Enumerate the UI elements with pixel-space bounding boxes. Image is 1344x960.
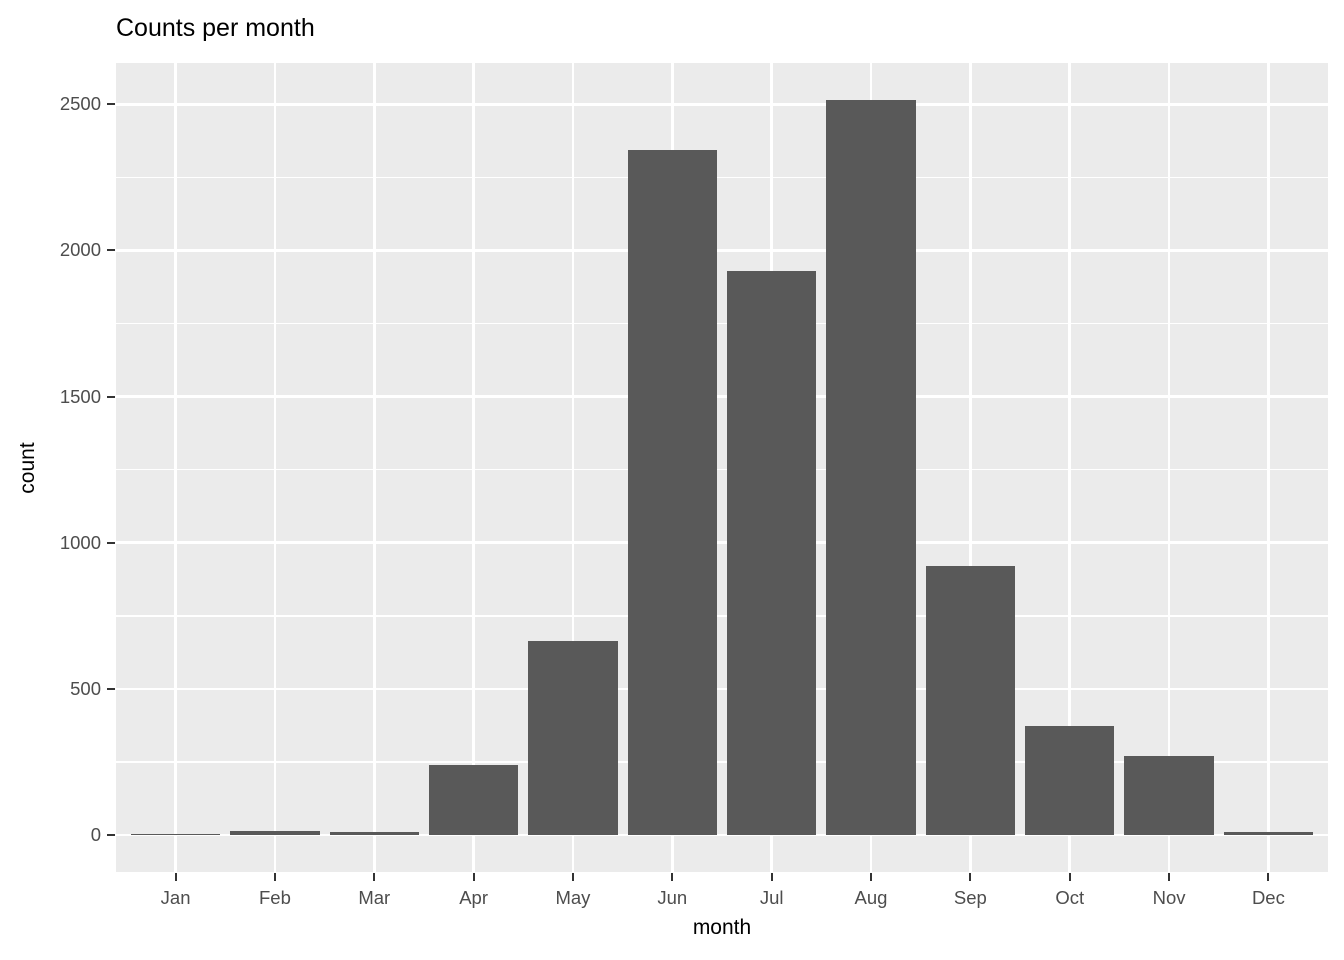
y-gridline-minor: [116, 322, 1328, 325]
x-tick-label: Mar: [358, 887, 391, 908]
y-tick-mark: [107, 103, 115, 106]
x-tick-label: Apr: [459, 887, 489, 908]
x-gridline-major: [1267, 63, 1270, 872]
y-tick-mark: [107, 834, 115, 837]
y-tick-mark: [107, 541, 115, 544]
x-gridline-major: [1167, 63, 1171, 872]
bar-jul: [726, 270, 817, 836]
x-gridline-major: [969, 63, 972, 872]
bar-mar: [329, 832, 419, 836]
bar-oct: [1025, 725, 1115, 836]
y-tick-mark: [107, 249, 115, 252]
x-gridline-major: [273, 63, 277, 872]
x-gridline-major: [174, 63, 177, 872]
x-tick-mark: [174, 873, 177, 881]
x-tick-mark: [1168, 873, 1171, 881]
x-tick-label: Oct: [1055, 887, 1085, 908]
y-tick-mark: [107, 395, 115, 398]
y-gridline-minor: [116, 469, 1328, 471]
x-gridline-major: [372, 63, 376, 872]
bar-may: [528, 640, 618, 836]
y-tick-label: 1500: [59, 385, 101, 407]
x-tick-label: Jan: [160, 887, 191, 908]
chart-title: Counts per month: [116, 14, 315, 42]
bar-sep: [925, 566, 1016, 836]
y-gridline-minor: [116, 176, 1328, 178]
y-gridline-major: [116, 687, 1328, 691]
x-tick-mark: [571, 873, 574, 881]
bar-jan: [130, 833, 221, 836]
bar-dec: [1223, 832, 1314, 836]
bar-feb: [230, 831, 320, 836]
y-axis-title: count: [16, 441, 39, 494]
x-tick-mark: [472, 873, 475, 881]
y-tick-label: 2500: [59, 93, 101, 115]
x-tick-mark: [870, 873, 873, 881]
y-gridline-major: [116, 833, 1328, 837]
y-tick-label: 500: [70, 677, 101, 699]
bar-nov: [1124, 756, 1214, 836]
x-tick-label: Feb: [258, 887, 291, 908]
x-tick-mark: [373, 873, 376, 881]
x-gridline-major: [472, 63, 475, 872]
x-tick-mark: [1068, 873, 1071, 881]
bar-apr: [428, 764, 519, 836]
plot-panel: [116, 63, 1328, 872]
x-tick-mark: [969, 873, 972, 881]
x-tick-mark: [1267, 873, 1270, 881]
x-tick-label: Jul: [759, 887, 784, 908]
y-gridline-major: [116, 541, 1328, 545]
y-gridline-major: [116, 102, 1328, 106]
x-gridline-major: [571, 63, 575, 872]
x-axis-title: month: [692, 916, 752, 939]
y-tick-label: 2000: [59, 239, 101, 261]
y-tick-label: 1000: [59, 531, 101, 553]
y-gridline-minor: [116, 615, 1328, 617]
x-tick-mark: [273, 873, 276, 881]
x-tick-label: Sep: [953, 887, 987, 908]
y-gridline-minor: [116, 761, 1328, 763]
x-tick-label: May: [555, 887, 591, 908]
x-tick-label: Jun: [657, 887, 688, 908]
bar-jun: [627, 149, 718, 836]
x-tick-label: Aug: [854, 887, 888, 908]
y-tick-mark: [107, 687, 115, 690]
y-tick-label: 0: [90, 824, 101, 846]
x-tick-mark: [770, 873, 773, 881]
x-tick-label: Nov: [1152, 887, 1186, 908]
x-gridline-major: [1068, 63, 1071, 872]
x-tick-mark: [671, 873, 674, 881]
bar-aug: [826, 99, 916, 836]
x-tick-label: Dec: [1251, 887, 1285, 908]
y-gridline-major: [116, 249, 1328, 252]
y-gridline-major: [116, 395, 1328, 398]
